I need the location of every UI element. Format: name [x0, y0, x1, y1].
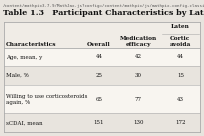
Text: Medication
efficacy: Medication efficacy [120, 36, 157, 47]
Text: 25: 25 [95, 73, 103, 78]
Text: sCDAI, mean: sCDAI, mean [6, 120, 43, 125]
Text: Willing to use corticosteroids
again, %: Willing to use corticosteroids again, % [6, 94, 87, 105]
Text: 30: 30 [135, 73, 142, 78]
Bar [4, 22, 200, 132]
Text: 65: 65 [95, 97, 103, 102]
Bar [4, 113, 200, 132]
Text: Age, mean, y: Age, mean, y [6, 55, 42, 60]
Text: 42: 42 [135, 55, 142, 60]
Bar [4, 48, 200, 66]
Text: 172: 172 [175, 120, 186, 125]
Text: 77: 77 [135, 97, 142, 102]
Text: 44: 44 [95, 55, 103, 60]
Bar [4, 66, 200, 85]
Text: 44: 44 [177, 55, 184, 60]
Text: Characteristics: Characteristics [6, 42, 57, 47]
Text: 151: 151 [94, 120, 104, 125]
Text: Laten: Laten [171, 24, 190, 29]
Text: /content/mathpix3.7.9/MathJax.js?config=/content/mathpix/js/mathpix-config-class: /content/mathpix3.7.9/MathJax.js?config=… [3, 4, 204, 8]
Text: Cortic
avoida: Cortic avoida [170, 36, 191, 47]
Text: Overall: Overall [87, 42, 111, 47]
Text: 43: 43 [177, 97, 184, 102]
Bar [4, 85, 200, 113]
Text: Table 1.3   Participant Characteristics by Latent Class Memb: Table 1.3 Participant Characteristics by… [3, 9, 204, 17]
Text: Male, %: Male, % [6, 73, 29, 78]
Text: 130: 130 [133, 120, 143, 125]
Text: 15: 15 [177, 73, 184, 78]
